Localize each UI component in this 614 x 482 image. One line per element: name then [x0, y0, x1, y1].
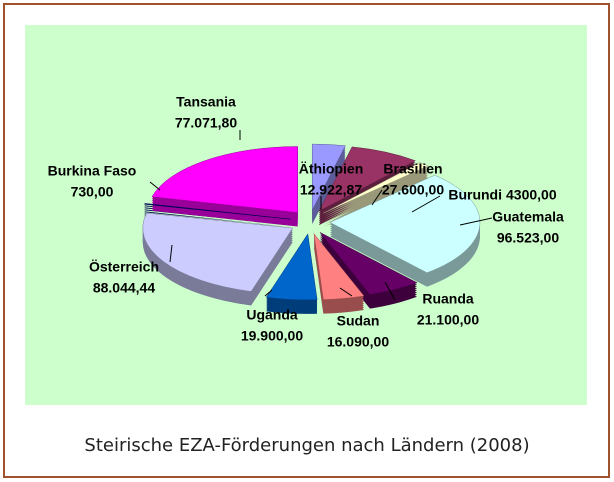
data-label-name: Tansania: [176, 94, 236, 110]
data-label-name: Guatemala: [492, 209, 564, 225]
data-label-name: Burundi: [448, 187, 502, 203]
slice: [144, 203, 291, 220]
data-label-value: 12.922,87: [300, 182, 362, 198]
slice: [313, 232, 365, 300]
data-label-value: 16.090,00: [327, 334, 389, 350]
data-label-value: 96.523,00: [497, 230, 559, 246]
slice: [142, 212, 294, 292]
plot-area: [25, 25, 587, 405]
data-label-name: Burkina Faso: [48, 163, 137, 179]
data-label-name: Sudan: [337, 313, 380, 329]
data-label-value: 21.100,00: [417, 312, 479, 328]
data-label-value: 77.071,80: [175, 115, 237, 131]
leader-line: [149, 181, 161, 191]
data-label-name: Ruanda: [422, 291, 474, 307]
leader-line: [169, 244, 173, 263]
data-label-value: 730,00: [71, 184, 114, 200]
slice: [265, 233, 318, 301]
data-label-name: Österreich: [89, 259, 159, 275]
leader-line: [339, 287, 353, 297]
data-label-value: 27.600,00: [382, 182, 444, 198]
leader-line: [459, 217, 493, 226]
data-label-name: Brasilien: [383, 161, 442, 177]
slice: [329, 174, 481, 274]
data-label-value: 19.900,00: [241, 328, 303, 344]
data-label-value: 4300,00: [506, 187, 557, 203]
slice: [323, 162, 429, 214]
leader-line: [411, 195, 441, 213]
slice-side: [144, 211, 291, 228]
leader-line: [384, 281, 396, 301]
slice: [319, 232, 418, 295]
chart-caption: Steirische EZA-Förderungen nach Ländern …: [84, 435, 529, 456]
data-label-value: 88.044,44: [93, 280, 155, 296]
slice: [311, 143, 346, 211]
data-label-name: Äthiopien: [299, 161, 364, 177]
slice: [318, 146, 417, 212]
leader-line: [371, 189, 383, 206]
data-label-name: Uganda: [246, 307, 298, 323]
leader-line: [264, 289, 273, 297]
